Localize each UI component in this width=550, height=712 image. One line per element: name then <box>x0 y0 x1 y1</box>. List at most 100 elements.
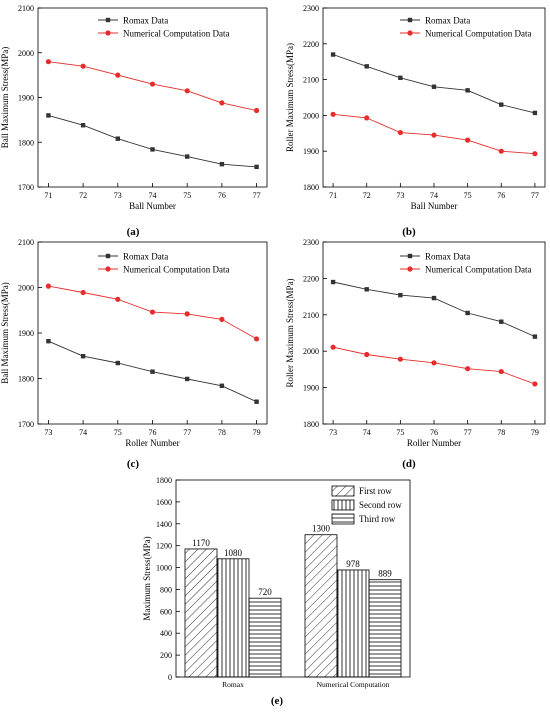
x-tick-label: 72 <box>79 191 87 200</box>
y-tick-label: 2200 <box>303 40 319 49</box>
x-tick-label: 75 <box>114 428 122 437</box>
x-tick-label: 78 <box>497 428 505 437</box>
y-tick-label: 1800 <box>18 375 34 384</box>
data-point <box>465 88 470 93</box>
y-tick-label: 2000 <box>18 49 34 58</box>
y-tick-label: 2000 <box>18 284 34 293</box>
data-point <box>150 147 155 152</box>
data-point <box>330 344 336 350</box>
legend-label: Romax Data <box>425 16 470 26</box>
y-tick-label: 2000 <box>303 347 319 356</box>
y-axis-label: Ball Maximum Stress(MPa) <box>0 282 10 384</box>
data-point <box>364 115 370 121</box>
bar-value-label: 1170 <box>192 538 210 548</box>
data-point <box>115 136 121 141</box>
panel-label-b: (b) <box>402 226 416 238</box>
data-point <box>431 84 437 89</box>
data-point <box>465 137 471 143</box>
data-point <box>149 81 156 87</box>
x-axis-label: Roller Number <box>125 438 179 448</box>
data-point <box>431 132 437 138</box>
data-point <box>115 296 121 302</box>
y-axis-label: Maximum Stress(MPa) <box>142 536 152 620</box>
y-tick-label: 2000 <box>303 111 319 120</box>
x-axis-label: Roller Number <box>407 438 461 448</box>
series-line <box>333 281 536 338</box>
bar <box>336 569 370 678</box>
panel-label-c: (c) <box>127 458 140 470</box>
data-point <box>80 123 86 128</box>
data-point <box>364 64 369 69</box>
data-point <box>499 102 504 107</box>
data-point <box>465 366 471 372</box>
y-tick-label: 1400 <box>156 520 172 529</box>
legend-label: Romax Data <box>123 252 168 262</box>
data-point <box>253 107 260 114</box>
y-tick-label: 1900 <box>18 329 34 338</box>
legend-swatch <box>331 485 355 497</box>
y-axis-label: Ball Maximum Stress(MPa) <box>0 47 10 149</box>
y-tick-label: 1000 <box>156 564 172 573</box>
data-point <box>80 63 86 69</box>
data-point <box>532 381 538 387</box>
x-tick-label: 77 <box>253 191 261 200</box>
legend-marker <box>407 253 413 259</box>
legend-marker <box>407 30 413 36</box>
data-point <box>150 369 155 374</box>
legend-marker <box>105 253 111 259</box>
y-tick-label: 1600 <box>156 498 172 507</box>
data-point <box>219 383 225 388</box>
chart-panel-b: 1800 1900 2000 2100 2200 2300 71 72 73 74 75 76 77 Ba… <box>285 4 546 211</box>
data-point <box>115 360 121 366</box>
data-point <box>330 52 336 57</box>
y-axis-label: Roller Maximum Stress(MPa) <box>285 279 295 388</box>
y-tick-label: 600 <box>160 607 172 616</box>
legend-label: Numerical Computation Data <box>123 265 229 275</box>
panel-label-e: (e) <box>271 695 284 707</box>
series-line <box>333 346 536 385</box>
x-tick-label: 73 <box>396 191 404 200</box>
data-point <box>364 287 369 292</box>
x-tick-label: 77 <box>464 428 472 437</box>
y-tick-label: 200 <box>160 651 172 660</box>
data-point <box>397 356 403 362</box>
legend-label: Second row <box>359 500 402 510</box>
legend-label: Romax Data <box>123 16 168 26</box>
x-tick-label: 71 <box>44 191 52 200</box>
data-point <box>499 319 504 324</box>
legend-marker <box>407 17 413 23</box>
data-point <box>184 88 190 94</box>
data-point <box>431 295 437 301</box>
x-tick-label: 73 <box>44 428 52 437</box>
data-point <box>80 289 86 296</box>
legend-swatch <box>331 499 355 511</box>
x-axis-label: Ball Number <box>129 201 176 211</box>
data-point <box>254 164 259 170</box>
y-tick-label: 1700 <box>18 420 34 429</box>
bar <box>368 579 402 678</box>
data-point <box>253 336 260 342</box>
legend-marker <box>105 30 111 36</box>
bar-value-label: 720 <box>258 587 272 597</box>
data-point <box>498 368 504 375</box>
data-point <box>498 148 504 154</box>
data-point <box>115 72 121 78</box>
y-tick-label: 1900 <box>303 384 319 393</box>
data-point <box>219 316 225 322</box>
y-tick-label: 2100 <box>18 238 34 247</box>
data-point <box>398 75 403 81</box>
bar-value-label: 1300 <box>312 524 331 534</box>
data-point <box>431 360 437 366</box>
data-point <box>330 111 336 117</box>
y-tick-label: 1800 <box>18 138 34 147</box>
data-point <box>398 292 403 298</box>
y-tick-label: 2100 <box>18 4 34 13</box>
plot-frame <box>175 479 411 678</box>
bar <box>184 548 218 678</box>
series-line <box>48 114 257 168</box>
data-point <box>465 310 470 316</box>
chart-panel-d: 1800 1900 2000 2100 2200 2300 73 74 75 76 77 78 79 Ro… <box>285 238 546 448</box>
legend-marker <box>407 266 413 272</box>
x-tick-label: 78 <box>218 428 226 437</box>
y-tick-label: 1900 <box>18 94 34 103</box>
